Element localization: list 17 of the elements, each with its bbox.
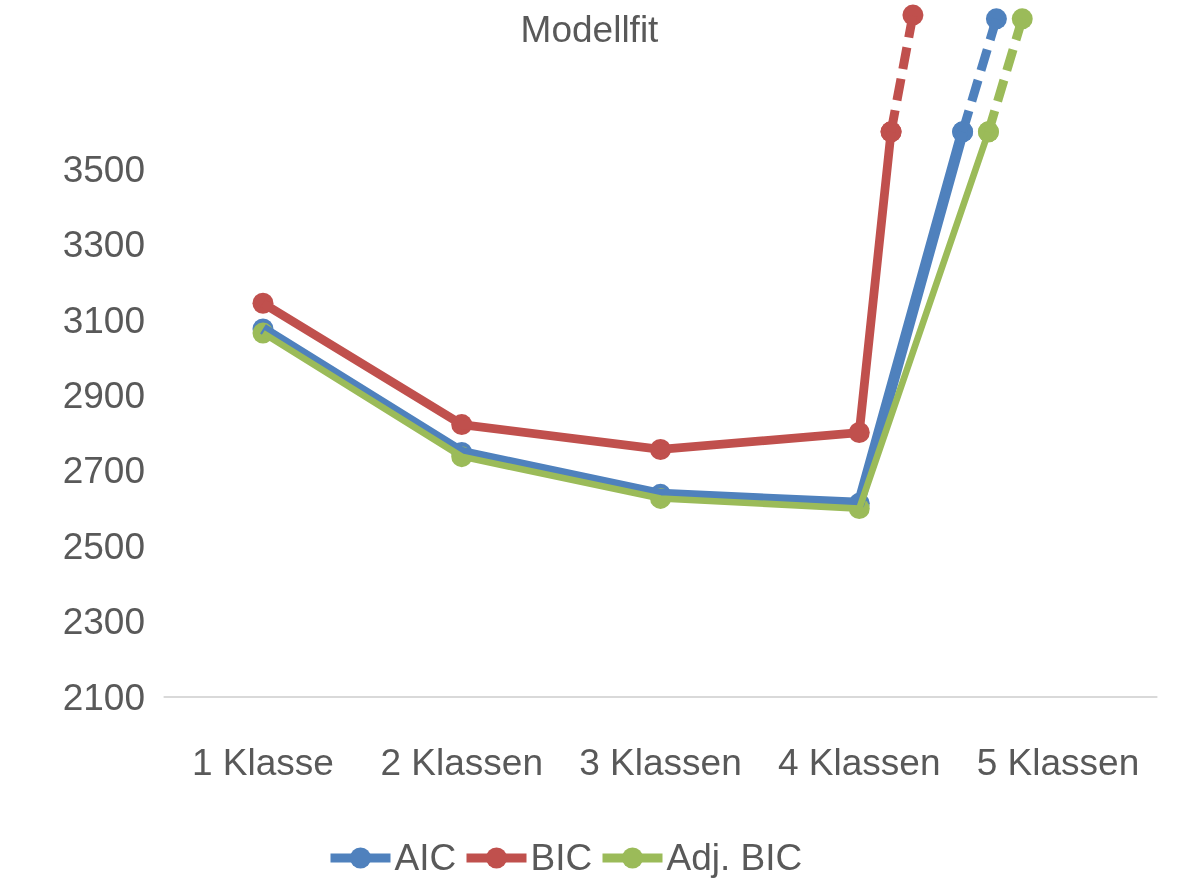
- y-tick-label: 2900: [62, 375, 145, 417]
- x-tick-label: 1 Klasse: [192, 742, 334, 783]
- x-tick-label: 5 Klassen: [976, 742, 1140, 783]
- x-tick-label: 3 Klassen: [579, 742, 742, 783]
- legend-label: Adj. BIC: [666, 837, 803, 878]
- y-tick-label: 2500: [62, 525, 145, 567]
- legend-label: AIC: [394, 837, 457, 878]
- y-tick-label: 2700: [62, 450, 145, 492]
- y-tick-label: 3100: [62, 299, 145, 341]
- y-tick-label: 3300: [62, 224, 145, 266]
- y-tick-label: 2100: [62, 676, 145, 718]
- y-tick-label: 2300: [62, 601, 145, 643]
- chart-title: Modellfit: [520, 9, 660, 50]
- y-tick-label: 3500: [62, 149, 145, 191]
- legend-label: BIC: [530, 837, 593, 878]
- x-tick-label: 2 Klassen: [380, 742, 543, 783]
- x-tick-label: 4 Klassen: [778, 742, 941, 783]
